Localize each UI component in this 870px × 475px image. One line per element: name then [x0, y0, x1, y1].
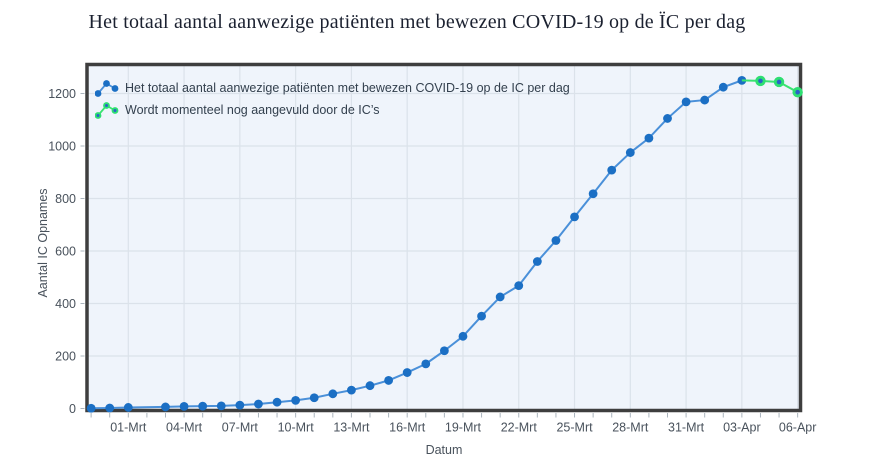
- data-point[interactable]: [402, 368, 412, 377]
- data-point[interactable]: [644, 133, 654, 143]
- chart-title: Het totaal aantal aanwezige patiënten me…: [88, 11, 746, 33]
- data-point[interactable]: [272, 397, 282, 407]
- legend-label-total: Het totaal aantal aanwezige patiënten me…: [125, 81, 570, 95]
- legend-dot-center: [105, 104, 108, 107]
- y-tick-label: 800: [55, 192, 76, 206]
- axis-label-layer: 0 200 400 600 800 1000 1200 01-Mrt 04-Mrt 07-Mrt 1…: [48, 87, 816, 435]
- provisional-point-center: [758, 78, 763, 84]
- data-point[interactable]: [254, 399, 263, 409]
- legend-dot-center: [96, 114, 100, 117]
- data-point[interactable]: [347, 385, 356, 395]
- x-tick-label: 01-Mrt: [110, 421, 147, 435]
- data-point[interactable]: [532, 257, 542, 266]
- y-axis-title: Aantal IC Opnames: [36, 188, 50, 298]
- data-point[interactable]: [700, 95, 710, 105]
- data-point[interactable]: [439, 346, 449, 356]
- data-point[interactable]: [161, 402, 170, 412]
- x-tick-label: 07-Mrt: [222, 421, 259, 435]
- green-line-marker-icon: [95, 102, 119, 119]
- x-tick-label: 28-Mrt: [612, 421, 649, 435]
- data-point[interactable]: [663, 114, 672, 123]
- legend-item-provisional[interactable]: Wordt momenteel nog aangevuld door de IC…: [95, 99, 570, 121]
- data-point[interactable]: [588, 189, 598, 199]
- data-point[interactable]: [570, 212, 579, 222]
- legend: Het totaal aantal aanwezige patiënten me…: [95, 77, 570, 121]
- data-point[interactable]: [718, 82, 728, 92]
- data-point[interactable]: [625, 148, 635, 157]
- x-tick-label: 10-Mrt: [278, 421, 315, 435]
- y-tick-label: 200: [55, 350, 76, 364]
- y-tick-label: 1000: [48, 140, 76, 154]
- x-tick-label: 25-Mrt: [556, 421, 593, 435]
- data-point[interactable]: [681, 97, 691, 107]
- data-point[interactable]: [309, 393, 319, 403]
- legend-dot: [103, 80, 110, 87]
- plot-border-layer: [85, 62, 803, 413]
- data-point[interactable]: [86, 403, 96, 413]
- x-tick-label: 16-Mrt: [389, 421, 426, 435]
- x-tick-label: 04-Mrt: [166, 421, 203, 435]
- data-point[interactable]: [179, 402, 189, 411]
- y-tick-label: 1200: [48, 87, 76, 101]
- data-point[interactable]: [458, 331, 468, 341]
- legend-label-provisional: Wordt momenteel nog aangevuld door de IC…: [125, 103, 380, 117]
- legend-dot: [95, 90, 102, 97]
- data-point[interactable]: [198, 401, 208, 411]
- x-tick-label: 06-Apr: [779, 421, 817, 435]
- y-tick-label: 400: [55, 297, 76, 311]
- legend-dot: [111, 85, 119, 92]
- y-tick-label: 600: [55, 245, 76, 259]
- series-line-provisional: [741, 79, 799, 94]
- x-tick-label: 19-Mrt: [445, 421, 482, 435]
- gridline-layer: [88, 66, 799, 409]
- data-point[interactable]: [477, 311, 486, 321]
- x-tick-label: 13-Mrt: [333, 421, 370, 435]
- x-tick-label: 03-Apr: [723, 421, 761, 435]
- x-axis-title: Datum: [425, 443, 463, 457]
- data-point[interactable]: [495, 292, 505, 302]
- y-tick-label: 0: [69, 402, 76, 416]
- data-point[interactable]: [384, 376, 394, 385]
- legend-dot-center: [113, 109, 117, 112]
- x-tick-label: 31-Mrt: [668, 421, 705, 435]
- data-point[interactable]: [607, 165, 617, 175]
- tick-layer: [80, 93, 799, 418]
- data-point[interactable]: [105, 403, 115, 413]
- series-layer: [86, 75, 803, 413]
- data-point[interactable]: [216, 401, 226, 411]
- provisional-point-center: [776, 79, 782, 85]
- data-point[interactable]: [514, 281, 524, 291]
- plot-border: [85, 62, 803, 413]
- data-point[interactable]: [328, 389, 338, 399]
- legend-item-total[interactable]: Het totaal aantal aanwezige patiënten me…: [95, 77, 570, 99]
- data-point[interactable]: [365, 381, 375, 391]
- x-tick-label: 22-Mrt: [501, 421, 538, 435]
- data-point[interactable]: [551, 236, 561, 245]
- data-point[interactable]: [123, 403, 133, 412]
- blue-line-marker-icon: [95, 80, 119, 97]
- data-point[interactable]: [235, 400, 245, 410]
- data-point[interactable]: [291, 395, 301, 405]
- data-point[interactable]: [421, 359, 431, 369]
- provisional-point-center: [795, 89, 800, 95]
